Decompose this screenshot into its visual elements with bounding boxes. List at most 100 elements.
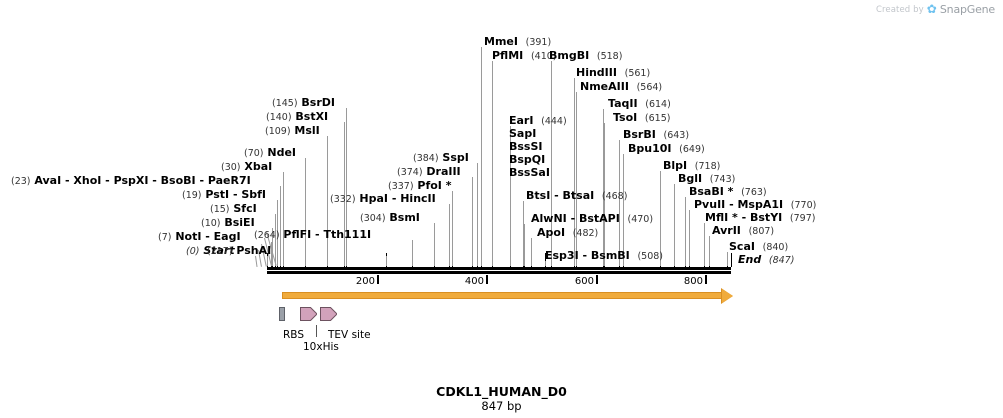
enzyme-leader-line	[603, 109, 605, 266]
ruler-tick	[377, 275, 379, 284]
enzyme-name: MslI	[294, 124, 320, 137]
enzyme-position: (304)	[360, 213, 386, 224]
enzyme-name: NotI - EagI	[175, 230, 241, 243]
snapgene-leaf-icon: ✿	[926, 1, 937, 16]
enzyme-position: (643)	[663, 130, 690, 141]
watermark-created-by-label: Created by	[875, 4, 924, 15]
enzyme-label-row-bsiei[interactable]: (10) BsiEI	[201, 217, 255, 229]
enzyme-position: (23)	[11, 176, 31, 187]
enzyme-leader-line	[531, 238, 533, 266]
enzyme-position: (70)	[244, 148, 264, 159]
feature-label-rbs: RBS	[283, 329, 304, 341]
enzyme-label-row-bsmi[interactable]: (304) BsmI	[360, 212, 420, 224]
enzyme-name: ApoI	[537, 226, 566, 239]
enzyme-label-row-xbai[interactable]: (30) XbaI	[221, 161, 272, 173]
enzyme-label-row-psti[interactable]: (19) PstI - SbfI	[182, 189, 266, 201]
enzyme-label-row-bsssi[interactable]: BssSI	[509, 141, 543, 152]
enzyme-label-row-tsoi[interactable]: TsoI (615)	[613, 112, 670, 124]
enzyme-name: BsiEI	[224, 216, 255, 229]
enzyme-name: TaqII	[608, 97, 638, 110]
enzyme-leader-line	[688, 210, 690, 266]
enzyme-site-tick	[545, 253, 546, 267]
enzyme-position: (468)	[601, 191, 628, 202]
enzyme-label-row-pflfi[interactable]: (264) PflFI - Tth111I	[254, 229, 371, 241]
enzyme-label-row-msli[interactable]: (109) MslI	[265, 125, 320, 137]
enzyme-label-row-taqii[interactable]: TaqII (614)	[608, 98, 671, 110]
enzyme-name: PvuII - MspA1I	[694, 198, 784, 211]
enzyme-label-row-hindiii[interactable]: HindIII (561)	[576, 67, 650, 79]
enzyme-label-row-bsrbi[interactable]: BsrBI (643)	[623, 129, 689, 141]
enzyme-name: MmeI	[484, 35, 518, 48]
enzyme-label-row-ndei[interactable]: (70) NdeI	[244, 147, 296, 159]
enzyme-label-row-avrii[interactable]: AvrII (807)	[712, 225, 774, 237]
orf-arrow-body[interactable]	[282, 292, 722, 299]
enzyme-label-row-blpi[interactable]: BlpI (718)	[663, 160, 720, 172]
enzyme-label-row-mmei[interactable]: MmeI (391)	[484, 36, 551, 48]
enzyme-leader-line	[385, 256, 387, 266]
feature-arrow-tev-site[interactable]	[319, 307, 338, 321]
enzyme-name: BtsI - BtsaI	[526, 189, 595, 202]
enzyme-name: XbaI	[244, 160, 273, 173]
enzyme-name: AlwNI - BstAPI	[531, 212, 620, 225]
enzyme-name: BsaBI *	[689, 185, 734, 198]
feature-arrow-10xhis[interactable]	[299, 307, 318, 321]
enzyme-label-row-sspi[interactable]: (384) SspI	[413, 152, 469, 164]
enzyme-label-row-apoi[interactable]: ApoI (482)	[537, 227, 598, 239]
enzyme-label-row-end[interactable]: End (847)	[738, 254, 794, 266]
enzyme-position: (840)	[762, 242, 789, 253]
enzyme-position: (649)	[679, 144, 705, 155]
enzyme-label-row-bsssai[interactable]: BssSaI	[509, 167, 550, 178]
enzyme-label-row-bgli[interactable]: BglI (743)	[678, 173, 735, 185]
enzyme-position: (470)	[627, 214, 654, 225]
enzyme-position: (518)	[596, 51, 623, 62]
enzyme-label-row-bstxi[interactable]: (140) BstXI	[266, 111, 328, 123]
enzyme-leader-line	[305, 158, 307, 266]
enzyme-leader-line	[510, 178, 512, 266]
enzyme-name: PflFI - Tth111I	[283, 228, 372, 241]
enzyme-name: BsrDI	[301, 96, 335, 109]
enzyme-name: NdeI	[267, 146, 296, 159]
snapgene-watermark: Created by ✿ SnapGene	[875, 1, 995, 17]
enzyme-label-row-alwni[interactable]: AlwNI - BstAPI (470)	[531, 213, 653, 225]
enzyme-label-row-bsrdi[interactable]: (145) BsrDI	[272, 97, 335, 109]
enzyme-label-row-avai[interactable]: (23) AvaI - XhoI - PspXI - BsoBI - PaeR7…	[11, 175, 251, 187]
enzyme-name: BssSaI	[509, 166, 550, 179]
enzyme-leader-line	[433, 223, 435, 266]
enzyme-name: NmeAIII	[580, 80, 629, 93]
enzyme-leader-line	[575, 92, 577, 266]
enzyme-label-row-pfoi[interactable]: (337) PfoI *	[388, 180, 451, 192]
enzyme-label-row-pshai[interactable]: (217) PshAI	[207, 245, 271, 257]
enzyme-label-row-bsabi[interactable]: BsaBI * (763)	[689, 186, 767, 198]
enzyme-leader-line-angled	[255, 255, 258, 267]
enzyme-label-row-bmgbi[interactable]: BmgBI (518)	[549, 50, 622, 62]
enzyme-position: (797)	[789, 213, 816, 224]
enzyme-leader-line	[279, 186, 281, 266]
enzyme-label-row-start[interactable]: (0) Start	[186, 245, 235, 257]
enzyme-label-row-hpai[interactable]: (332) HpaI - HincII	[330, 193, 436, 205]
enzyme-label-row-pvuii[interactable]: PvuII - MspA1I (770)	[694, 199, 816, 211]
enzyme-label-row-bpu10i[interactable]: Bpu10I (649)	[628, 143, 705, 155]
enzyme-label-row-sfci[interactable]: (15) SfcI	[210, 203, 257, 215]
enzyme-name: HpaI - HincII	[359, 192, 436, 205]
ruler-tick	[486, 275, 488, 284]
enzyme-label-row-btsi[interactable]: BtsI - BtsaI (468)	[526, 190, 627, 202]
enzyme-leader-line	[545, 261, 547, 266]
feature-box-rbs[interactable]	[279, 307, 285, 321]
enzyme-label-row-draiii[interactable]: (374) DraIII	[397, 166, 461, 178]
ruler-tick-label: 600	[574, 276, 594, 287]
enzyme-label-row-nmeaiii[interactable]: NmeAIII (564)	[580, 81, 662, 93]
enzyme-label-row-pflmi[interactable]: PflMI (410)	[492, 50, 556, 62]
enzyme-label-row-eari[interactable]: EarI (444)	[509, 115, 567, 127]
enzyme-label-row-sapi[interactable]: SapI	[509, 128, 536, 139]
enzyme-label-row-mfli[interactable]: MflI * - BstYI (797)	[705, 212, 815, 224]
enzyme-leader-line	[622, 154, 624, 266]
enzyme-name: AvrII	[712, 224, 741, 237]
enzyme-label-row-esp3i[interactable]: Esp3I - BsmBI (508)	[545, 250, 663, 262]
enzyme-name: SapI	[509, 127, 537, 140]
enzyme-name: SfcI	[233, 202, 257, 215]
enzyme-label-row-bspqi[interactable]: BspQI	[509, 154, 545, 165]
ruler-tick	[596, 275, 598, 284]
enzyme-label-row-noti[interactable]: (7) NotI - EagI	[158, 231, 241, 243]
enzyme-label-row-scai[interactable]: ScaI (840)	[729, 241, 788, 253]
enzyme-position: (444)	[541, 116, 567, 127]
